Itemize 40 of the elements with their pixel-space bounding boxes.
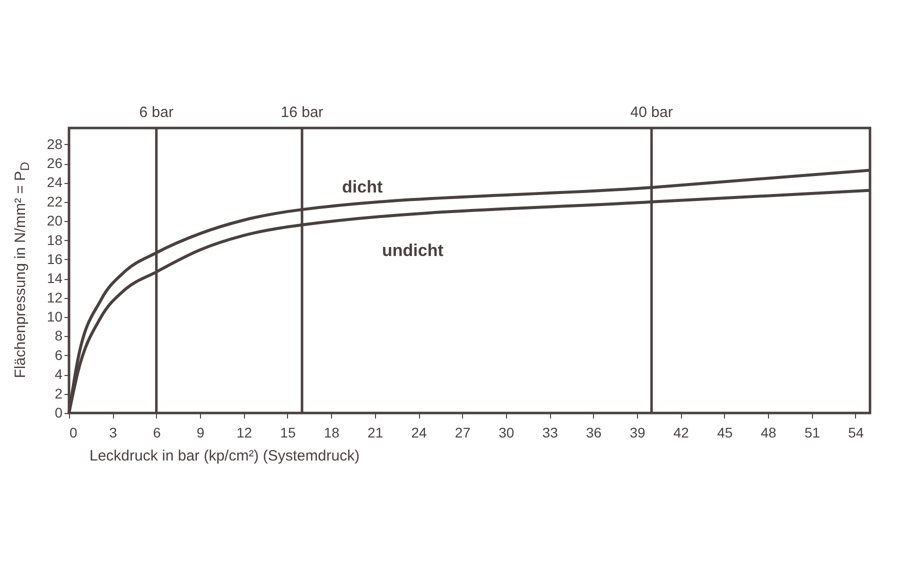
x-tick-label: 33 <box>542 424 558 440</box>
x-tick-label: 12 <box>236 424 252 440</box>
x-tick-label: 36 <box>586 424 602 440</box>
x-tick-label: 15 <box>280 424 296 440</box>
x-tick-label: 54 <box>848 424 864 440</box>
y-tick-label: 20 <box>46 212 63 229</box>
x-tick-label: 30 <box>498 424 514 440</box>
series-label: dicht <box>342 178 383 197</box>
x-tick-label: 39 <box>630 424 646 440</box>
y-tick-label: 12 <box>46 289 63 306</box>
y-tick-label: 24 <box>46 174 63 190</box>
y-tick-label: 22 <box>46 193 63 210</box>
y-tick-label: 0 <box>54 404 63 420</box>
y-tick-label: 10 <box>46 308 63 325</box>
y-tick-label: 2 <box>54 385 63 402</box>
x-tick-label: 24 <box>411 424 428 440</box>
x-tick-label: 3 <box>109 424 118 440</box>
y-tick-label: 14 <box>46 270 63 286</box>
y-tick-label: 18 <box>46 232 63 248</box>
y-tick-label: 6 <box>54 346 63 363</box>
x-tick-label: 48 <box>760 424 777 440</box>
x-tick-label: 42 <box>673 424 690 440</box>
ref-line-label: 16 bar <box>280 104 324 121</box>
x-tick-label: 45 <box>717 424 733 440</box>
y-tick-label: 26 <box>46 155 63 172</box>
series-label: undicht <box>382 240 444 260</box>
x-tick-label: 9 <box>196 424 205 440</box>
x-tick-label: 27 <box>454 424 471 440</box>
x-tick-label: 18 <box>324 424 340 440</box>
ref-line-label: 6 bar <box>139 104 174 121</box>
x-tick-label: 0 <box>70 424 78 440</box>
x-tick-label: 21 <box>368 424 384 440</box>
x-tick-label: 51 <box>804 424 820 440</box>
y-tick-label: 4 <box>54 366 63 382</box>
ref-line-label: 40 bar <box>630 104 673 121</box>
x-axis-title: Leckdruck in bar (kp/cm²) (Systemdruck) <box>90 448 360 464</box>
x-tick-label: 6 <box>152 424 161 440</box>
y-tick-label: 16 <box>46 250 63 267</box>
y-tick-label: 8 <box>54 328 63 344</box>
y-tick-label: 28 <box>46 136 63 152</box>
